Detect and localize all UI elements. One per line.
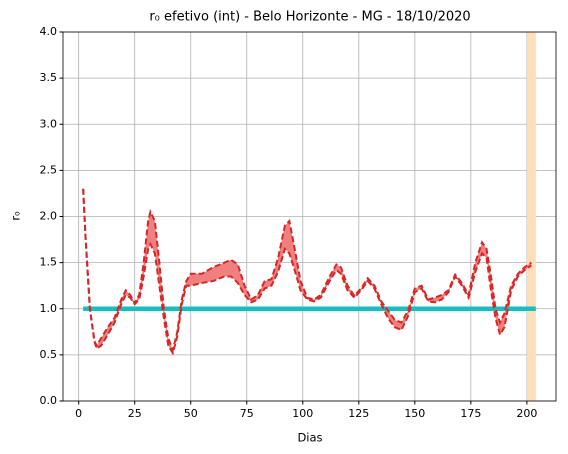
x-axis-label: Dias — [297, 431, 322, 445]
y-axis-label: r₀ — [9, 211, 23, 221]
chart-title: r₀ efetivo (int) - Belo Horizonte - MG -… — [149, 10, 470, 25]
y-tick-label: 1.5 — [40, 256, 58, 269]
x-tick-label: 75 — [240, 407, 254, 420]
y-tick-label: 2.5 — [40, 163, 58, 176]
x-tick-label: 150 — [404, 407, 425, 420]
series-line — [82, 188, 532, 356]
y-tick-label: 3.5 — [40, 71, 58, 84]
y-tick-label: 0.0 — [40, 394, 58, 407]
x-tick-label: 0 — [75, 407, 82, 420]
x-tick-label: 50 — [184, 407, 198, 420]
vspan — [526, 32, 536, 401]
x-tick-label: 100 — [292, 407, 313, 420]
x-tick-label: 175 — [460, 407, 481, 420]
x-tick-label: 200 — [516, 407, 537, 420]
y-tick-label: 2.0 — [40, 210, 58, 223]
y-tick-label: 0.5 — [40, 348, 58, 361]
x-tick-label: 125 — [348, 407, 369, 420]
x-tick-label: 25 — [128, 407, 142, 420]
y-tick-label: 3.0 — [40, 117, 58, 130]
y-tick-label: 4.0 — [40, 25, 58, 38]
plot-frame — [62, 31, 557, 402]
series-line — [82, 188, 532, 354]
y-tick-label: 1.0 — [40, 302, 58, 315]
